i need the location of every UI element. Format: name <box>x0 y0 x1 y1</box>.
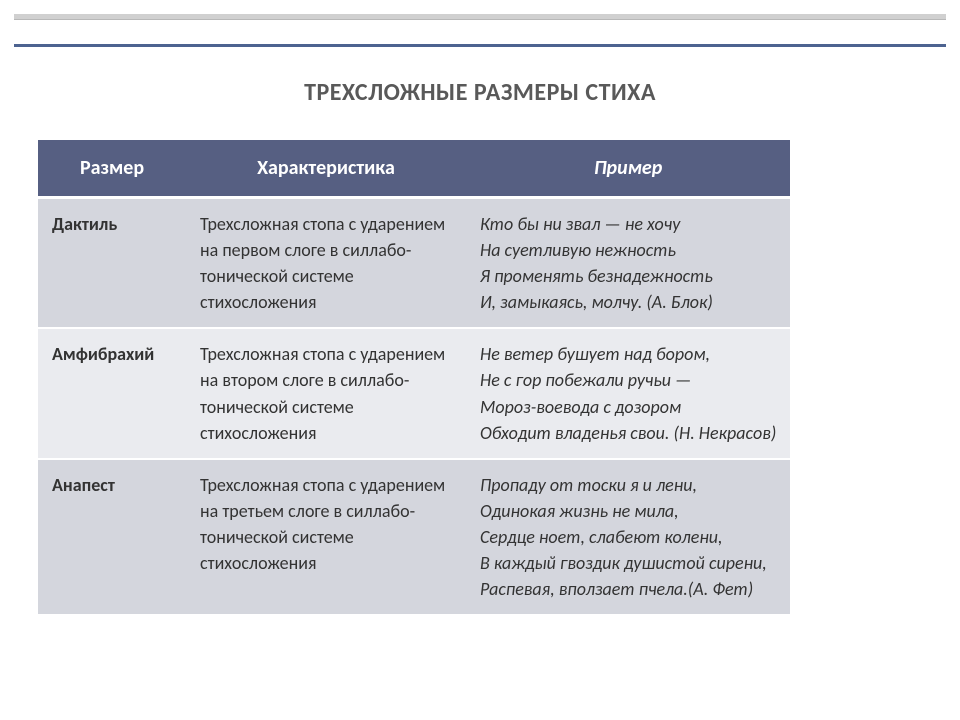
meter-example: Не ветер бушует над бором,Не с гор побеж… <box>466 329 790 457</box>
meter-name: Амфибрахий <box>52 341 172 367</box>
table-header-row: Размер Характеристика Пример <box>38 140 790 196</box>
meter-name: Дактиль <box>52 211 172 237</box>
header-size: Размер <box>38 140 186 196</box>
meter-example: Кто бы ни звал — не хочуНа суетливую неж… <box>466 199 790 327</box>
table-row: Дактиль Трехсложная стопа с ударением на… <box>38 199 790 327</box>
meter-characteristic: Трехсложная стопа с ударением на третьем… <box>186 460 466 614</box>
accent-line <box>14 44 946 47</box>
top-decorative-band <box>14 14 946 20</box>
table-row: Анапест Трехсложная стопа с ударением на… <box>38 460 790 614</box>
meter-name: Анапест <box>52 472 172 498</box>
header-example: Пример <box>466 140 790 196</box>
meter-characteristic: Трехсложная стопа с ударением на первом … <box>186 199 466 327</box>
header-characteristic: Характеристика <box>186 140 466 196</box>
slide-title: ТРЕХСЛОЖНЫЕ РАЗМЕРЫ СТИХА <box>0 78 960 107</box>
table-row: Амфибрахий Трехсложная стопа с ударением… <box>38 329 790 457</box>
meter-characteristic: Трехсложная стопа с ударением на втором … <box>186 329 466 457</box>
meters-table: Размер Характеристика Пример Дактиль Тре… <box>38 140 790 614</box>
meter-example: Пропаду от тоски я и лени,Одинокая жизнь… <box>466 460 790 614</box>
